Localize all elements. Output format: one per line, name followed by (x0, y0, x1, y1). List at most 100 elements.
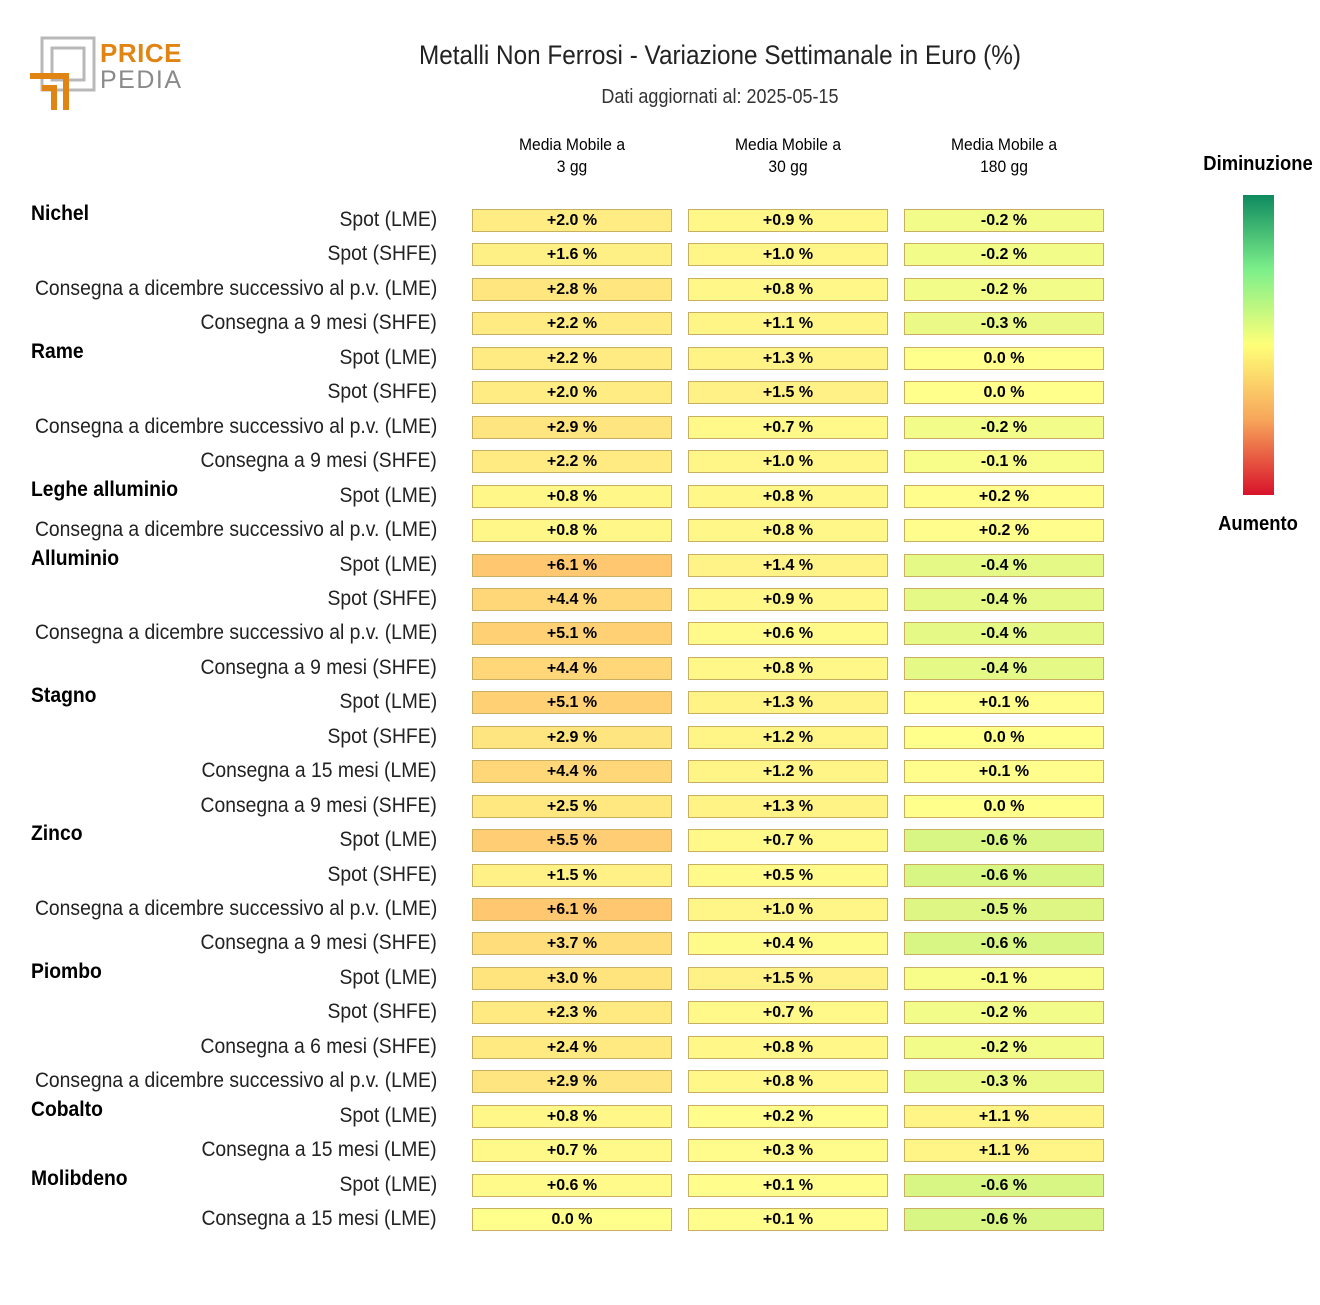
legend-color-bar (1243, 195, 1274, 495)
row-label: Spot (SHFE) (327, 380, 437, 404)
row-label: Spot (SHFE) (327, 724, 437, 748)
heatmap-cell: +2.0 % (472, 209, 672, 232)
row-label: Consegna a dicembre successivo al p.v. (… (34, 897, 437, 920)
heatmap-cell: +0.8 % (688, 484, 888, 508)
heatmap-cell: -0.2 % (904, 1035, 1104, 1059)
pricepedia-logo: PRICE PEDIA (28, 36, 188, 110)
heatmap-cell: +2.4 % (472, 1035, 672, 1059)
heatmap-cell: +0.1 % (688, 1173, 888, 1197)
heatmap-cell: +0.3 % (688, 1139, 888, 1163)
heatmap-cell: -0.3 % (904, 1070, 1104, 1094)
row-label: Spot (LME) (339, 208, 437, 231)
heatmap-cell: +4.4 % (472, 760, 672, 784)
row-label: Consegna a 9 mesi (SHFE) (200, 449, 437, 473)
heatmap-cell: +0.8 % (688, 1070, 888, 1094)
heatmap-cell: +1.1 % (904, 1104, 1104, 1128)
group-label: Piombo (31, 959, 102, 983)
group-label: Stagno (31, 684, 97, 708)
row-label: Spot (LME) (339, 345, 437, 369)
chart-subtitle: Dati aggiornati al: 2025-05-15 (601, 86, 839, 108)
row-label: Consegna a 15 mesi (LME) (201, 1138, 437, 1162)
heatmap-cell: -0.4 % (904, 587, 1104, 611)
heatmap-cell: +5.1 % (472, 691, 672, 715)
heatmap-cell: -0.1 % (904, 450, 1104, 474)
heatmap-cell: +0.1 % (904, 760, 1104, 784)
heatmap-cell: +2.9 % (472, 415, 672, 439)
heatmap-cell: -0.6 % (904, 863, 1104, 887)
heatmap-cell: +1.0 % (688, 243, 888, 267)
row-label: Consegna a dicembre successivo al p.v. (… (34, 276, 437, 300)
row-label: Consegna a 15 mesi (LME) (201, 759, 437, 783)
row-label: Consegna a 9 mesi (SHFE) (200, 311, 437, 335)
heatmap-cell: +1.3 % (688, 794, 888, 818)
row-label: Spot (SHFE) (327, 242, 437, 266)
row-label: Consegna a 9 mesi (SHFE) (200, 931, 437, 955)
heatmap-cell: +4.4 % (472, 587, 672, 611)
heatmap-cell: +1.2 % (688, 725, 888, 749)
heatmap-cell: -0.4 % (904, 656, 1104, 680)
heatmap-cell: +4.4 % (472, 656, 672, 680)
column-header: Media Mobile a 180 gg (950, 135, 1058, 176)
row-label: Spot (SHFE) (327, 586, 437, 610)
row-label: Consegna a dicembre successivo al p.v. (… (34, 1069, 437, 1093)
heatmap-cell: +0.6 % (472, 1173, 672, 1197)
heatmap-cell: -0.3 % (904, 312, 1104, 336)
heatmap-cell: +0.2 % (688, 1104, 888, 1128)
heatmap-cell: -0.2 % (904, 415, 1104, 439)
heatmap-cell: +1.1 % (904, 1139, 1104, 1163)
row-label: Consegna a 15 mesi (LME) (201, 1207, 437, 1231)
heatmap-cell: +0.7 % (688, 1001, 888, 1025)
row-label: Spot (LME) (339, 1172, 437, 1196)
heatmap-cell: -0.6 % (904, 1173, 1104, 1197)
heatmap-cell: -0.2 % (904, 209, 1104, 232)
heatmap-cell: +0.8 % (688, 656, 888, 680)
heatmap-cell: +0.8 % (688, 519, 888, 543)
row-label: Spot (LME) (339, 552, 437, 576)
group-label: Cobalto (31, 1097, 103, 1121)
row-label: Spot (LME) (339, 483, 437, 507)
group-label: Nichel (31, 202, 89, 225)
heatmap-cell: +0.1 % (904, 691, 1104, 715)
logo-mark-icon (30, 36, 96, 110)
heatmap-cell: +2.2 % (472, 312, 672, 336)
heatmap-cell: +0.7 % (472, 1139, 672, 1163)
heatmap-cell: +0.8 % (472, 484, 672, 508)
row-label: Spot (SHFE) (327, 1000, 437, 1024)
heatmap-cell: +0.1 % (688, 1208, 888, 1232)
row-label: Spot (LME) (339, 965, 437, 989)
heatmap-cell: -0.5 % (904, 898, 1104, 921)
heatmap-cell: +1.0 % (688, 450, 888, 474)
row-label: Consegna a dicembre successivo al p.v. (… (34, 621, 437, 645)
heatmap-cell: +2.2 % (472, 346, 672, 370)
heatmap-cell: -0.6 % (904, 829, 1104, 853)
heatmap-cell: +2.9 % (472, 1070, 672, 1094)
heatmap-cell: +1.2 % (688, 760, 888, 784)
row-label: Consegna a 9 mesi (SHFE) (200, 655, 437, 679)
column-header: Media Mobile a 30 gg (734, 135, 842, 176)
row-label: Consegna a dicembre successivo al p.v. (… (34, 518, 437, 542)
heatmap-cell: -0.4 % (904, 622, 1104, 646)
legend-top-label: Diminuzione (1203, 153, 1313, 175)
heatmap-cell: 0.0 % (904, 725, 1104, 749)
heatmap-cell: +3.0 % (472, 966, 672, 990)
row-label: Spot (LME) (339, 690, 437, 714)
group-label: Rame (31, 339, 84, 363)
heatmap-cell: +5.1 % (472, 622, 672, 646)
heatmap-cell: +1.3 % (688, 346, 888, 370)
heatmap-cell: +3.7 % (472, 932, 672, 956)
heatmap-cell: +0.2 % (904, 519, 1104, 543)
logo-text-price: PRICE (100, 38, 182, 68)
heatmap-cell: +1.0 % (688, 898, 888, 921)
heatmap-cell: -0.6 % (904, 1208, 1104, 1232)
heatmap-cell: 0.0 % (904, 346, 1104, 370)
heatmap-cell: +1.4 % (688, 553, 888, 577)
row-label: Consegna a dicembre successivo al p.v. (… (34, 414, 437, 438)
heatmap-cell: +0.8 % (472, 1104, 672, 1128)
heatmap-cell: +1.6 % (472, 243, 672, 267)
heatmap-cell: +0.8 % (472, 519, 672, 543)
chart-title: Metalli Non Ferrosi - Variazione Settima… (419, 40, 1021, 70)
row-label: Spot (SHFE) (327, 862, 437, 886)
heatmap-cell: -0.2 % (904, 277, 1104, 301)
heatmap-cell: +0.7 % (688, 829, 888, 853)
